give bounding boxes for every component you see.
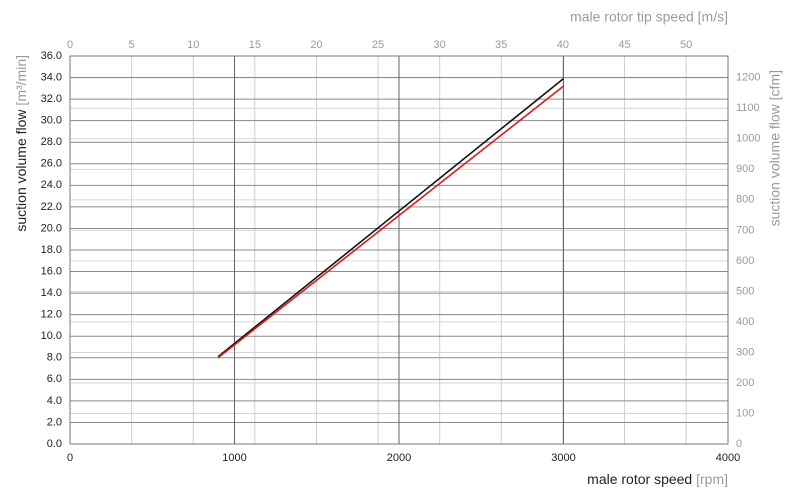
y-tick-label: 36.0 bbox=[41, 50, 62, 62]
y2-axis-label: suction volume flow [cfm] bbox=[767, 70, 783, 226]
x2-tick-label: 20 bbox=[310, 39, 322, 51]
x2-tick-label: 25 bbox=[372, 39, 384, 51]
y-tick-label: 12.0 bbox=[41, 309, 62, 321]
y2-tick-label: 0 bbox=[736, 438, 742, 450]
y-tick-label: 18.0 bbox=[41, 244, 62, 256]
x2-tick-label: 30 bbox=[434, 39, 446, 51]
x-label-text: male rotor speed bbox=[587, 471, 692, 487]
y-tick-label: 2.0 bbox=[47, 416, 62, 428]
y2-tick-label: 1100 bbox=[736, 102, 760, 114]
y-label-text: suction volume flow bbox=[13, 109, 29, 232]
y-tick-label: 8.0 bbox=[47, 352, 62, 364]
y2-tick-label: 300 bbox=[736, 346, 754, 358]
y2-tick-label: 800 bbox=[736, 194, 754, 206]
y-tick-label: 30.0 bbox=[41, 115, 62, 127]
y-tick-label: 14.0 bbox=[41, 287, 62, 299]
y-tick-label: 6.0 bbox=[47, 373, 62, 385]
y2-tick-label: 400 bbox=[736, 316, 754, 328]
x2-tick-label: 5 bbox=[129, 39, 135, 51]
y-tick-label: 4.0 bbox=[47, 395, 62, 407]
y2-tick-label: 700 bbox=[736, 224, 754, 236]
x2-tick-label: 50 bbox=[680, 39, 692, 51]
y-tick-label: 16.0 bbox=[41, 265, 62, 277]
x-axis-label: male rotor speed [rpm] bbox=[587, 471, 728, 487]
y-axis-label: suction volume flow [m³/min] bbox=[13, 55, 29, 232]
x2-tick-label: 15 bbox=[249, 39, 261, 51]
y-tick-label: 28.0 bbox=[41, 136, 62, 148]
y2-tick-label: 1000 bbox=[736, 133, 760, 145]
y-tick-label: 10.0 bbox=[41, 330, 62, 342]
series-line bbox=[217, 78, 565, 358]
y-tick-label: 26.0 bbox=[41, 158, 62, 170]
series-line bbox=[217, 85, 564, 359]
x2-axis-label: male rotor tip speed [m/s] bbox=[570, 9, 728, 25]
x-tick-label: 0 bbox=[67, 452, 73, 464]
y-label-unit: [m³/min] bbox=[13, 55, 29, 106]
y-tick-label: 32.0 bbox=[41, 93, 62, 105]
x-tick-label: 2000 bbox=[387, 452, 411, 464]
y2-tick-label: 200 bbox=[736, 377, 754, 389]
y2-tick-label: 1200 bbox=[736, 72, 760, 84]
y2-tick-label: 100 bbox=[736, 407, 754, 419]
y-tick-label: 34.0 bbox=[41, 71, 62, 83]
y-tick-label: 22.0 bbox=[41, 201, 62, 213]
y-tick-label: 24.0 bbox=[41, 179, 62, 191]
y-tick-label: 20.0 bbox=[41, 222, 62, 234]
x-tick-label: 3000 bbox=[551, 452, 575, 464]
y-tick-label: 0.0 bbox=[47, 438, 62, 450]
y2-tick-label: 600 bbox=[736, 255, 754, 267]
y2-tick-label: 500 bbox=[736, 285, 754, 297]
x2-tick-label: 10 bbox=[187, 39, 199, 51]
x2-tick-label: 45 bbox=[618, 39, 630, 51]
x2-tick-label: 0 bbox=[67, 39, 73, 51]
x2-tick-label: 40 bbox=[557, 39, 569, 51]
x-label-unit: [rpm] bbox=[696, 471, 728, 487]
x-tick-label: 1000 bbox=[222, 452, 246, 464]
x2-tick-label: 35 bbox=[495, 39, 507, 51]
x-tick-label: 4000 bbox=[716, 452, 740, 464]
plot-frame bbox=[69, 55, 729, 445]
y2-tick-label: 900 bbox=[736, 163, 754, 175]
